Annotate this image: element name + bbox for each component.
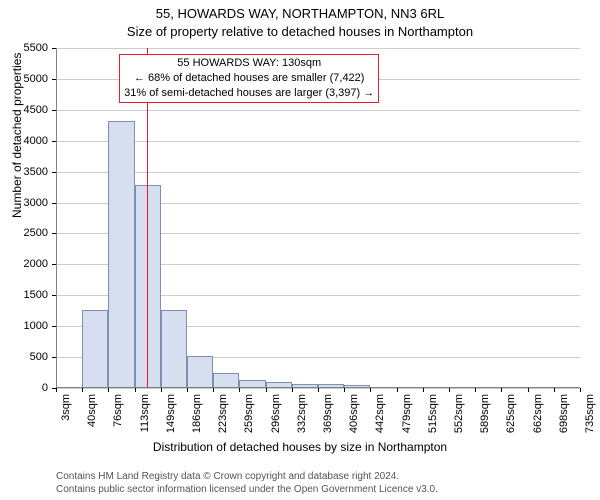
x-tick-mark [318, 388, 319, 392]
x-tick-mark [292, 388, 293, 392]
y-axis-line [56, 48, 57, 388]
attribution-text: Contains HM Land Registry data © Crown c… [56, 470, 580, 496]
x-tick-mark [528, 388, 529, 392]
marker-callout: 55 HOWARDS WAY: 130sqm← 68% of detached … [119, 54, 379, 103]
x-tick-mark [344, 388, 345, 392]
grid-line [56, 141, 580, 142]
x-tick-mark [397, 388, 398, 392]
x-tick-label: 735sqm [584, 394, 596, 433]
x-tick-mark [475, 388, 476, 392]
figure-container: 55, HOWARDS WAY, NORTHAMPTON, NN3 6RL Si… [0, 0, 600, 500]
x-tick-mark [266, 388, 267, 392]
x-tick-label: 479sqm [401, 394, 413, 433]
x-tick-mark [108, 388, 109, 392]
x-tick-mark [370, 388, 371, 392]
x-tick-label: 552sqm [453, 394, 465, 433]
attribution-line: Contains public sector information licen… [56, 483, 580, 496]
histogram-bar [213, 373, 239, 388]
histogram-bar [161, 310, 187, 389]
x-tick-mark [423, 388, 424, 392]
marker-callout-line: ← 68% of detached houses are smaller (7,… [124, 71, 374, 86]
x-tick-label: 442sqm [374, 394, 386, 433]
chart-plot-area: 0500100015002000250030003500400045005000… [56, 48, 580, 388]
y-axis-label: Number of detached properties [10, 53, 24, 218]
x-tick-mark [213, 388, 214, 392]
x-tick-label: 149sqm [165, 394, 177, 433]
x-tick-mark [554, 388, 555, 392]
x-tick-mark [187, 388, 188, 392]
grid-line [56, 48, 580, 49]
x-tick-mark [239, 388, 240, 392]
histogram-bar [82, 310, 108, 388]
x-tick-mark [56, 388, 57, 392]
y-tick-label: 1500 [24, 289, 48, 301]
attribution-line: Contains HM Land Registry data © Crown c… [56, 470, 580, 483]
grid-line [56, 110, 580, 111]
supertitle: 55, HOWARDS WAY, NORTHAMPTON, NN3 6RL [0, 6, 600, 21]
y-tick-label: 2500 [24, 227, 48, 239]
x-tick-label: 113sqm [139, 394, 151, 432]
x-tick-label: 76sqm [112, 394, 124, 427]
y-tick-label: 500 [30, 351, 48, 363]
x-tick-label: 223sqm [217, 394, 229, 433]
x-tick-label: 186sqm [191, 394, 203, 433]
marker-callout-line: 31% of semi-detached houses are larger (… [124, 86, 374, 101]
y-tick-label: 3000 [24, 197, 48, 209]
x-tick-label: 515sqm [427, 394, 439, 433]
y-tick-label: 0 [42, 382, 48, 394]
x-tick-mark [501, 388, 502, 392]
x-tick-mark [449, 388, 450, 392]
x-axis-line [56, 387, 580, 388]
x-tick-mark [82, 388, 83, 392]
marker-callout-line: 55 HOWARDS WAY: 130sqm [124, 56, 374, 71]
y-tick-label: 5000 [24, 73, 48, 85]
x-tick-label: 662sqm [532, 394, 544, 433]
x-tick-label: 40sqm [86, 394, 98, 427]
y-tick-label: 4500 [24, 104, 48, 116]
x-tick-label: 369sqm [322, 394, 334, 433]
y-tick-label: 3500 [24, 166, 48, 178]
x-tick-mark [161, 388, 162, 392]
x-tick-mark [580, 388, 581, 392]
y-tick-label: 2000 [24, 258, 48, 270]
chart-title: Size of property relative to detached ho… [0, 24, 600, 39]
x-tick-mark [135, 388, 136, 392]
x-tick-label: 625sqm [505, 394, 517, 433]
y-tick-label: 5500 [24, 42, 48, 54]
x-tick-label: 259sqm [243, 394, 255, 433]
x-tick-label: 698sqm [558, 394, 570, 433]
histogram-bar [187, 356, 213, 388]
x-tick-label: 589sqm [479, 394, 491, 433]
histogram-bar [108, 121, 134, 388]
grid-line [56, 172, 580, 173]
x-tick-label: 332sqm [296, 394, 308, 433]
x-axis-label: Distribution of detached houses by size … [0, 440, 600, 454]
x-tick-label: 3sqm [60, 394, 72, 421]
x-tick-label: 296sqm [270, 394, 282, 433]
y-tick-label: 1000 [24, 320, 48, 332]
x-tick-label: 406sqm [348, 394, 360, 433]
y-tick-label: 4000 [24, 135, 48, 147]
